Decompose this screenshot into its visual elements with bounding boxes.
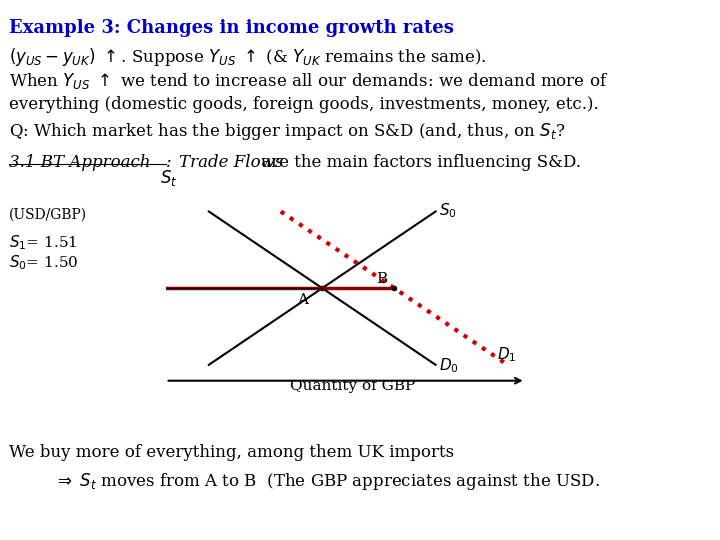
Text: :: : <box>166 154 176 171</box>
Text: A: A <box>297 293 308 307</box>
Text: 3.1 BT Approach: 3.1 BT Approach <box>9 154 151 171</box>
Text: $S_0$: $S_0$ <box>439 201 457 220</box>
Text: $D_0$: $D_0$ <box>439 356 459 375</box>
Text: B: B <box>376 272 387 286</box>
Text: $S_t$: $S_t$ <box>160 168 177 188</box>
Text: We buy more of everything, among them UK imports: We buy more of everything, among them UK… <box>9 444 454 461</box>
Text: everything (domestic goods, foreign goods, investments, money, etc.).: everything (domestic goods, foreign good… <box>9 96 599 113</box>
Text: Q: Which market has the bigger impact on S&D (and, thus, on $S_t$?: Q: Which market has the bigger impact on… <box>9 122 566 143</box>
Text: When $Y_{US}$ $\uparrow$ we tend to increase all our demands: we demand more of: When $Y_{US}$ $\uparrow$ we tend to incr… <box>9 71 608 91</box>
Text: Trade Flows: Trade Flows <box>179 154 283 171</box>
Text: $D_1$: $D_1$ <box>497 346 516 365</box>
Text: are the main factors influencing S&D.: are the main factors influencing S&D. <box>256 154 580 171</box>
Text: $S_1$= 1.51: $S_1$= 1.51 <box>9 233 78 252</box>
Text: (USD/GBP): (USD/GBP) <box>9 208 88 222</box>
Text: Quantity of GBP: Quantity of GBP <box>290 379 415 393</box>
Text: $S_0$= 1.50: $S_0$= 1.50 <box>9 254 79 273</box>
Text: $(y_{US} - y_{UK})$ $\uparrow$. Suppose $Y_{US}$ $\uparrow$ (& $Y_{UK}$ remains : $(y_{US} - y_{UK})$ $\uparrow$. Suppose … <box>9 46 487 68</box>
Text: $\Rightarrow$ $S_t$ moves from A to B  (The GBP appreciates against the USD.: $\Rightarrow$ $S_t$ moves from A to B (T… <box>54 471 600 492</box>
Text: Example 3: Changes in income growth rates: Example 3: Changes in income growth rate… <box>9 19 454 37</box>
